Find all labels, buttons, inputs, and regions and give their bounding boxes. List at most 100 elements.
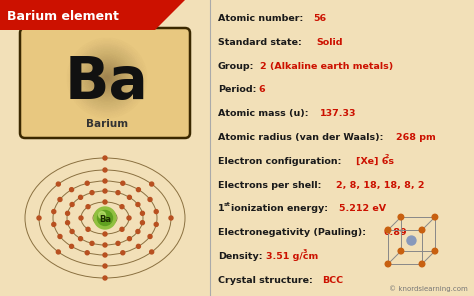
- Circle shape: [86, 227, 90, 231]
- Text: 3.51 g/cm: 3.51 g/cm: [266, 252, 318, 261]
- Circle shape: [70, 244, 73, 248]
- Circle shape: [150, 182, 154, 186]
- Circle shape: [121, 181, 125, 185]
- Text: Barium element: Barium element: [7, 10, 119, 23]
- Text: BCC: BCC: [322, 276, 343, 285]
- Circle shape: [154, 222, 158, 226]
- Circle shape: [103, 189, 107, 193]
- Text: 56: 56: [313, 14, 326, 23]
- Circle shape: [154, 210, 158, 214]
- Text: Electron configuration:: Electron configuration:: [218, 157, 341, 166]
- Circle shape: [385, 261, 391, 267]
- Circle shape: [65, 211, 70, 215]
- Text: Solid: Solid: [316, 38, 343, 47]
- Circle shape: [58, 234, 62, 239]
- Circle shape: [58, 197, 62, 202]
- Circle shape: [103, 200, 107, 204]
- Text: ionization energy:: ionization energy:: [231, 205, 328, 213]
- Text: Barium: Barium: [86, 119, 128, 129]
- Circle shape: [103, 232, 107, 236]
- Text: Ba: Ba: [99, 215, 111, 223]
- Circle shape: [103, 264, 107, 268]
- Circle shape: [103, 168, 107, 172]
- Circle shape: [432, 214, 438, 220]
- Text: 3: 3: [303, 249, 307, 254]
- Text: Electrons per shell:: Electrons per shell:: [218, 181, 321, 190]
- Circle shape: [70, 202, 74, 207]
- Circle shape: [85, 251, 89, 255]
- Circle shape: [120, 205, 124, 209]
- Circle shape: [79, 216, 83, 220]
- Circle shape: [116, 191, 120, 195]
- Text: 2, 8, 18, 18, 8, 2: 2, 8, 18, 18, 8, 2: [336, 181, 425, 190]
- Text: Density:: Density:: [218, 252, 263, 261]
- Circle shape: [70, 188, 73, 192]
- Circle shape: [56, 182, 60, 186]
- Text: Electronegativity (Pauling):: Electronegativity (Pauling):: [218, 228, 366, 237]
- Circle shape: [90, 191, 94, 195]
- Text: Atomic mass (u):: Atomic mass (u):: [218, 109, 309, 118]
- Text: 6: 6: [258, 86, 264, 94]
- Circle shape: [150, 250, 154, 254]
- Circle shape: [98, 210, 112, 226]
- Circle shape: [120, 227, 124, 231]
- Text: Atomic number:: Atomic number:: [218, 14, 303, 23]
- Circle shape: [103, 224, 107, 228]
- Circle shape: [432, 248, 438, 254]
- Text: Atomic radius (van der Waals):: Atomic radius (van der Waals):: [218, 133, 383, 142]
- Circle shape: [128, 195, 131, 199]
- Circle shape: [94, 207, 116, 229]
- Circle shape: [52, 222, 56, 226]
- Circle shape: [70, 229, 74, 234]
- Circle shape: [140, 211, 145, 215]
- Circle shape: [90, 241, 94, 245]
- Circle shape: [148, 197, 152, 202]
- Polygon shape: [0, 0, 185, 30]
- Circle shape: [140, 221, 145, 225]
- Text: 1: 1: [218, 205, 225, 213]
- Circle shape: [169, 216, 173, 220]
- Circle shape: [103, 276, 107, 280]
- Circle shape: [127, 216, 131, 220]
- Circle shape: [103, 156, 107, 160]
- Text: © knordslearning.com: © knordslearning.com: [389, 285, 468, 292]
- Text: [Xe] 6s: [Xe] 6s: [356, 157, 394, 166]
- Circle shape: [79, 195, 82, 199]
- Circle shape: [103, 179, 107, 183]
- Circle shape: [103, 243, 107, 247]
- Text: 5.212 eV: 5.212 eV: [339, 205, 386, 213]
- Text: st: st: [224, 202, 231, 207]
- Text: 268 pm: 268 pm: [396, 133, 436, 142]
- Text: 137.33: 137.33: [320, 109, 356, 118]
- Circle shape: [419, 261, 425, 267]
- Text: Period:: Period:: [218, 86, 256, 94]
- Text: 2 (Alkaline earth metals): 2 (Alkaline earth metals): [260, 62, 393, 71]
- Circle shape: [65, 221, 70, 225]
- Circle shape: [398, 248, 404, 254]
- Circle shape: [398, 214, 404, 220]
- Circle shape: [419, 227, 425, 233]
- Circle shape: [52, 210, 56, 214]
- Circle shape: [99, 212, 106, 218]
- Text: Crystal structure:: Crystal structure:: [218, 276, 313, 285]
- Circle shape: [85, 181, 89, 185]
- Circle shape: [79, 237, 82, 241]
- Circle shape: [385, 227, 391, 233]
- Circle shape: [86, 205, 90, 209]
- Text: 0.89: 0.89: [384, 228, 408, 237]
- Circle shape: [56, 250, 60, 254]
- Circle shape: [148, 234, 152, 239]
- Text: 2: 2: [385, 154, 389, 159]
- FancyBboxPatch shape: [20, 28, 190, 138]
- Circle shape: [407, 236, 416, 245]
- Circle shape: [103, 208, 107, 212]
- Circle shape: [136, 229, 140, 234]
- Circle shape: [121, 251, 125, 255]
- Text: Ba: Ba: [65, 54, 149, 110]
- Circle shape: [128, 237, 131, 241]
- Text: Group:: Group:: [218, 62, 255, 71]
- Text: Standard state:: Standard state:: [218, 38, 302, 47]
- Circle shape: [37, 216, 41, 220]
- Circle shape: [137, 244, 140, 248]
- Circle shape: [137, 188, 140, 192]
